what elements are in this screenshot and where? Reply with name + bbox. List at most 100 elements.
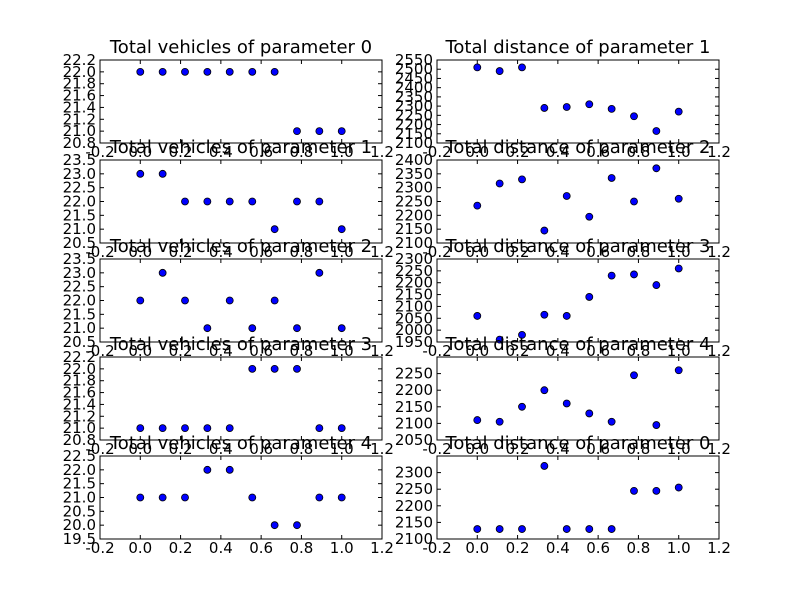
data-point	[181, 67, 189, 76]
x-tick-label: 1.0	[667, 143, 691, 161]
x-tick-label: 1.2	[707, 342, 731, 360]
y-tick-label: 21.0	[63, 220, 96, 238]
y-tick-label: 23.0	[63, 165, 96, 183]
data-point	[136, 493, 145, 502]
y-tick-label: 2050	[395, 431, 433, 449]
y-tick-label: 2300	[395, 179, 433, 197]
x-tick-label: 0.0	[128, 342, 152, 360]
data-point	[270, 67, 279, 76]
data-point	[337, 424, 346, 433]
subplot-title: Total vehicles of parameter 0	[109, 37, 372, 58]
data-point	[652, 421, 661, 429]
data-point	[315, 127, 324, 136]
data-point	[585, 525, 594, 533]
data-point	[630, 371, 638, 380]
x-tick-label: 0.6	[249, 143, 273, 161]
x-tick-label: 0.8	[626, 243, 650, 261]
data-point	[585, 100, 594, 109]
y-tick-label: 22.5	[63, 179, 96, 197]
y-tick-label: 22.0	[63, 292, 96, 310]
y-tick-label: 2100	[395, 414, 433, 432]
x-tick-label: 0.6	[249, 539, 273, 557]
subplot-7: -0.2 0.0 0.2 0.4 0.6 0.8 1.0 1.2 205021002150220…	[395, 334, 731, 458]
x-tick-label: 1.2	[370, 143, 394, 161]
y-tick-label: 2300	[395, 250, 433, 268]
y-tick-label: 2150	[395, 398, 433, 416]
y-tick-label: 2200	[395, 206, 433, 224]
x-tick-label: 0.0	[128, 440, 152, 458]
x-tick-label: 1.0	[667, 342, 691, 360]
y-tick-label: 21.2	[63, 407, 96, 425]
data-point	[473, 201, 482, 210]
data-point	[473, 525, 482, 533]
subplot-1: -0.2 0.0 0.2 0.4 0.6 0.8 1.0 1.2 210021502200225…	[395, 37, 731, 161]
x-tick-label: 0.0	[465, 539, 489, 557]
y-tick-label: 20.8	[63, 431, 96, 449]
y-tick-label: 20.0	[63, 516, 96, 534]
data-point	[585, 293, 594, 301]
data-point	[181, 197, 189, 206]
y-tick-label: 21.5	[63, 206, 96, 224]
y-tick-label: 2450	[395, 69, 433, 87]
y-tick-label: 2050	[395, 309, 433, 327]
x-tick-label: 0.0	[465, 440, 489, 458]
x-tick-label: 0.6	[586, 243, 610, 261]
data-point	[518, 402, 526, 411]
y-tick-label: 21.0	[63, 419, 96, 437]
plot-frame	[436, 59, 720, 144]
data-point	[518, 175, 526, 184]
y-tick-label: 21.6	[63, 384, 96, 402]
x-tick-label: 1.2	[707, 143, 731, 161]
x-tick-label: 0.4	[546, 342, 570, 360]
data-point	[136, 67, 145, 76]
y-tick-label: 23.5	[63, 151, 96, 169]
y-tick-label: 2350	[395, 88, 433, 106]
x-tick-label: -0.2	[85, 143, 114, 161]
data-point	[293, 127, 301, 136]
y-tick-label: 2100	[395, 134, 433, 152]
y-tick-label: 2250	[395, 365, 433, 383]
y-tick-label: 21.5	[63, 475, 96, 493]
x-tick-label: 1.2	[370, 440, 394, 458]
y-tick-label: 2200	[395, 381, 433, 399]
x-tick-label: 0.2	[506, 243, 530, 261]
y-tick-label: 2350	[395, 165, 433, 183]
data-point	[293, 364, 301, 373]
x-tick-label: 1.0	[330, 342, 354, 360]
data-point	[270, 296, 279, 305]
data-point	[293, 521, 301, 530]
plot-frame	[99, 455, 383, 540]
data-point	[495, 335, 504, 344]
y-tick-label: 22.0	[63, 193, 96, 211]
data-point	[607, 104, 616, 113]
data-point	[473, 312, 482, 320]
x-tick-label: 0.8	[289, 440, 313, 458]
data-point	[562, 399, 571, 408]
data-point	[540, 104, 549, 112]
data-point	[248, 364, 257, 373]
x-tick-label: 0.4	[209, 539, 233, 557]
x-tick-label: 0.6	[249, 243, 273, 261]
data-point	[136, 169, 145, 178]
data-point	[652, 127, 661, 135]
x-tick-label: 0.2	[506, 342, 530, 360]
y-tick-label: 22.5	[63, 447, 96, 465]
y-tick-label: 2100	[395, 530, 433, 548]
subplot-title: Total vehicles of parameter 4	[109, 433, 372, 454]
x-tick-label: 0.6	[586, 440, 610, 458]
data-point	[540, 310, 549, 319]
x-tick-label: 0.4	[209, 440, 233, 458]
subplot-5: -0.2 0.0 0.2 0.4 0.6 0.8 1.0 1.2195020002050210…	[395, 236, 731, 360]
x-tick-label: 0.4	[209, 143, 233, 161]
y-tick-label: 2550	[395, 51, 433, 69]
x-tick-label: 0.0	[128, 539, 152, 557]
plot-frame	[436, 258, 720, 343]
subplot-8: -0.2 0.0 0.2 0.4 0.6 0.8 1.0 1.219.520.020.521.…	[63, 433, 394, 557]
data-point	[136, 296, 145, 305]
data-point	[652, 486, 661, 495]
data-point	[652, 164, 661, 173]
y-tick-label: 23.5	[63, 250, 96, 268]
data-point	[181, 296, 189, 305]
data-point	[495, 417, 504, 426]
